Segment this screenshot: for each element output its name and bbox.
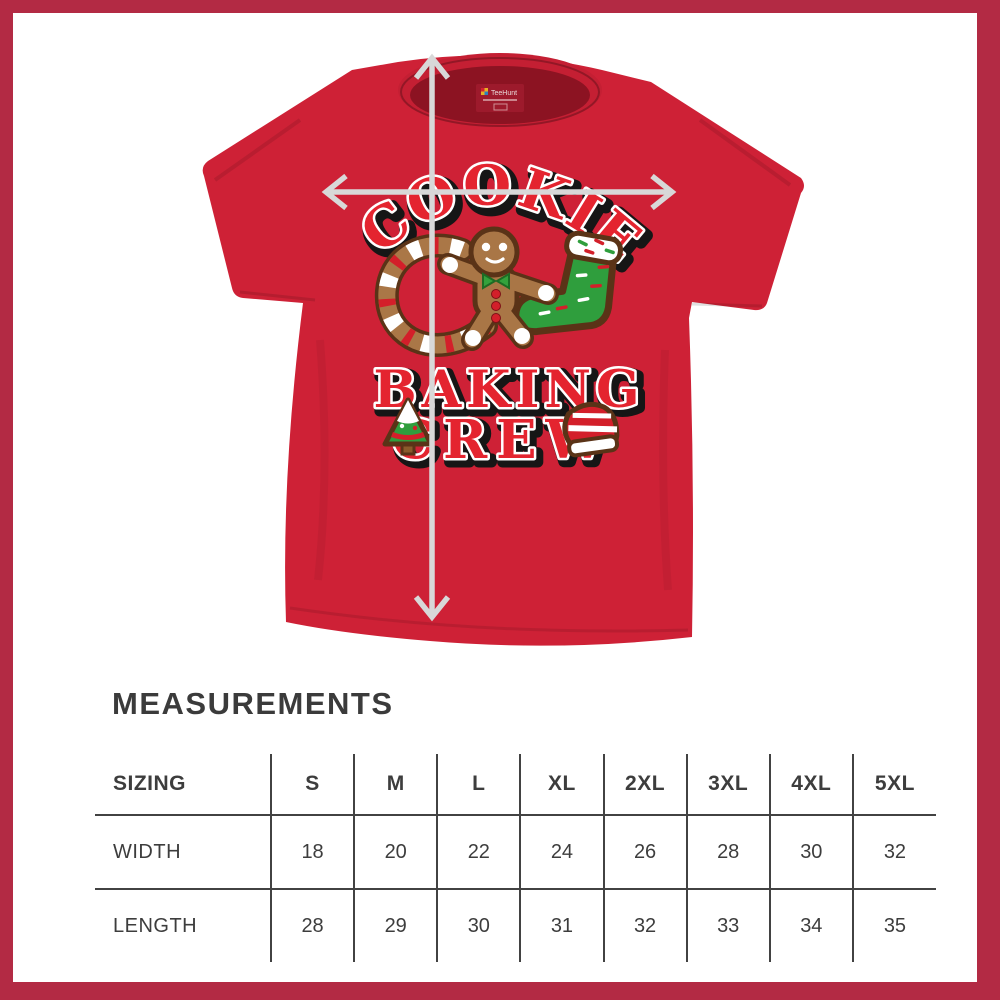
length-arrow bbox=[413, 53, 451, 622]
length-row-label: LENGTH bbox=[113, 914, 198, 937]
width-s: 18 bbox=[269, 815, 355, 890]
width-l: 22 bbox=[436, 815, 521, 890]
mitten-cookie-icon bbox=[562, 401, 620, 458]
size-chart-header-row: SIZING S M L XL 2XL 3XL 4XL 5XL bbox=[95, 754, 936, 816]
neck-label: TeeHunt bbox=[476, 84, 524, 112]
shirt-illustration: TeeHunt COOKIE COOKIE bbox=[202, 53, 804, 646]
header-size-5xl: 5XL bbox=[851, 754, 936, 816]
header-size-s: S bbox=[269, 754, 355, 816]
width-2xl: 26 bbox=[602, 815, 687, 890]
measurements-title: MEASUREMENTS bbox=[112, 686, 394, 721]
length-m: 29 bbox=[353, 889, 438, 962]
width-3xl: 28 bbox=[685, 815, 770, 890]
width-row: WIDTH 18 20 22 24 26 28 30 32 bbox=[95, 815, 936, 890]
header-size-l: L bbox=[436, 754, 521, 816]
length-3xl: 33 bbox=[685, 889, 770, 962]
shirt-photo: TeeHunt COOKIE COOKIE bbox=[202, 53, 804, 646]
length-2xl: 32 bbox=[602, 889, 687, 962]
width-4xl: 30 bbox=[768, 815, 853, 890]
header-size-m: M bbox=[353, 754, 438, 816]
measurements-section: MEASUREMENTS SIZING S M L XL 2XL 3XL 4XL… bbox=[95, 686, 936, 962]
width-row-label: WIDTH bbox=[95, 815, 271, 890]
length-l: 30 bbox=[436, 889, 521, 962]
gingerbread-man-icon bbox=[437, 226, 559, 351]
header-sizing: SIZING bbox=[95, 754, 271, 816]
header-size-xl: XL bbox=[519, 754, 604, 816]
header-size-3xl: 3XL bbox=[685, 754, 770, 816]
length-5xl: 35 bbox=[851, 889, 936, 962]
header-size-4xl: 4XL bbox=[768, 754, 853, 816]
header-size-2xl: 2XL bbox=[602, 754, 687, 816]
width-5xl: 32 bbox=[851, 815, 936, 890]
width-arrow bbox=[321, 173, 677, 211]
length-xl: 31 bbox=[519, 889, 604, 962]
width-xl: 24 bbox=[519, 815, 604, 890]
neck-label-brand: TeeHunt bbox=[491, 90, 517, 97]
length-row: LENGTH 28 29 30 31 32 33 34 35 bbox=[95, 889, 936, 962]
width-m: 20 bbox=[353, 815, 438, 890]
tshirt-body bbox=[202, 55, 804, 646]
length-s: 28 bbox=[269, 889, 355, 962]
length-4xl: 34 bbox=[768, 889, 853, 962]
size-chart-table: SIZING S M L XL 2XL 3XL 4XL 5XL WIDTH 18… bbox=[95, 754, 936, 962]
christmas-tree-cookie-icon bbox=[382, 397, 434, 456]
